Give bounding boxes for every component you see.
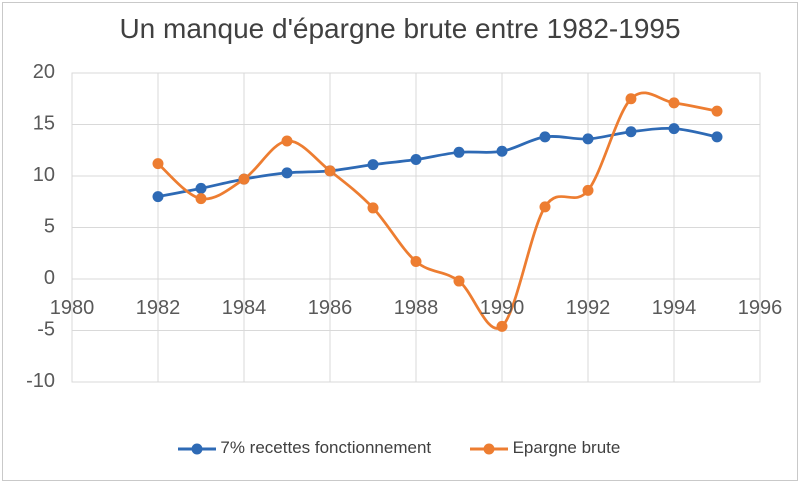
svg-text:1980: 1980 [50, 297, 95, 319]
svg-text:1990: 1990 [480, 297, 525, 319]
svg-text:15: 15 [33, 113, 55, 135]
svg-text:1984: 1984 [222, 297, 267, 319]
svg-text:1986: 1986 [308, 297, 353, 319]
svg-text:1992: 1992 [566, 297, 611, 319]
svg-text:-5: -5 [37, 319, 55, 341]
svg-text:1988: 1988 [394, 297, 439, 319]
svg-text:1994: 1994 [652, 297, 697, 319]
svg-text:20: 20 [33, 61, 55, 83]
svg-text:10: 10 [33, 164, 55, 186]
svg-text:1996: 1996 [738, 297, 783, 319]
svg-text:5: 5 [44, 216, 55, 238]
svg-text:-10: -10 [26, 370, 55, 392]
svg-text:1982: 1982 [136, 297, 181, 319]
svg-text:0: 0 [44, 267, 55, 289]
